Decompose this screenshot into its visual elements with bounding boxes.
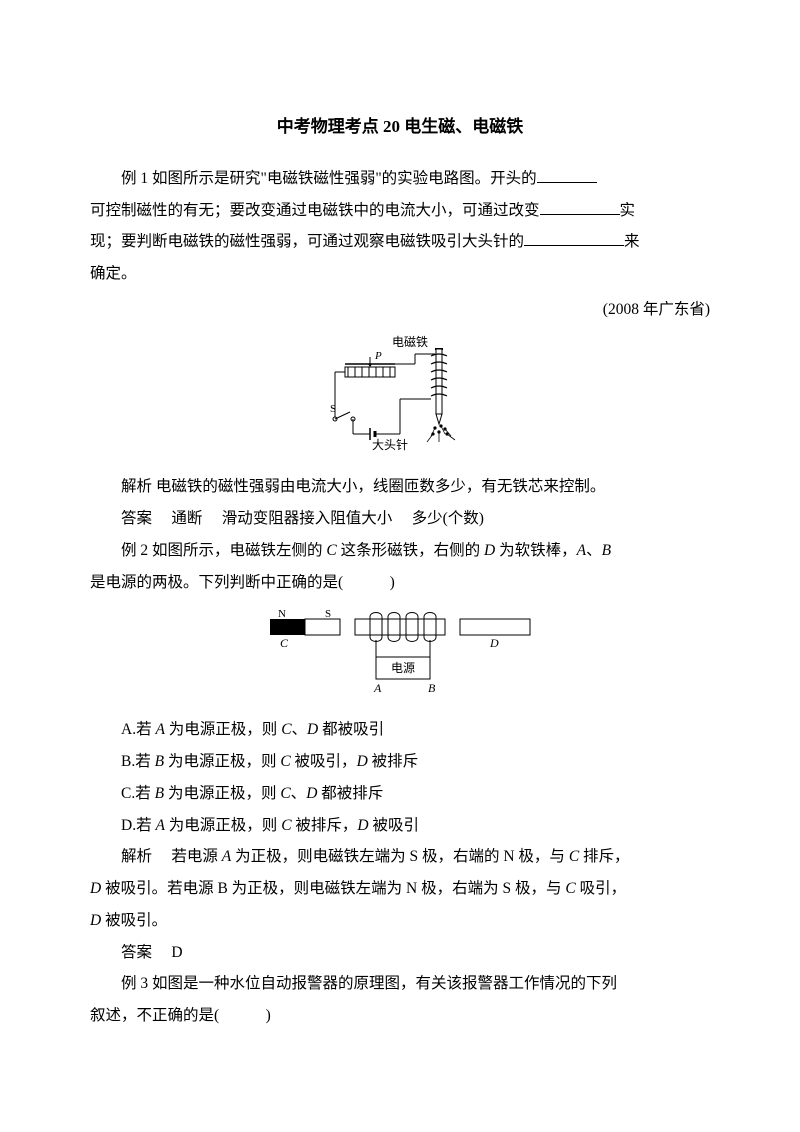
ex1-analysis: 解析 电磁铁的磁性强弱由电流大小，线圈匝数多少，有无铁芯来控制。: [90, 471, 710, 503]
i: C: [280, 785, 290, 802]
i: D: [357, 817, 368, 834]
i: C: [281, 721, 291, 738]
f2-a: A: [373, 681, 382, 695]
t: 为电源正极，则: [164, 785, 280, 802]
ex1-seg2b: 实: [620, 202, 636, 219]
ex1-seg1: 例 1 如图所示是研究"电磁铁磁性强弱"的实验电路图。开头的: [121, 170, 537, 187]
i: D: [357, 753, 368, 770]
t: D.若: [121, 817, 155, 834]
t: 被吸引。若电源 B 为正极，则电磁铁左端为 N 极，右端为 S 极，与: [101, 880, 565, 897]
i: D: [90, 880, 101, 897]
t: 被吸引: [369, 817, 419, 834]
t: 为电源正极，则: [165, 817, 281, 834]
t: 都被吸引: [318, 721, 384, 738]
t: 吸引，: [576, 880, 626, 897]
i: C: [565, 880, 575, 897]
t: 被排斥，: [292, 817, 358, 834]
t: 为电源正极，则: [165, 721, 281, 738]
ex3-line1: 例 3 如图是一种水位自动报警器的原理图，有关该报警器工作情况的下列: [90, 968, 710, 1000]
f2-c: C: [280, 636, 289, 650]
f2-psu: 电源: [391, 661, 415, 675]
i: C: [281, 817, 291, 834]
t: 为正极，则电磁铁左端为 S 极，右端的 N 极，与: [231, 848, 569, 865]
ex2-line1: 例 2 如图所示，电磁铁左侧的 C 这条形磁铁，右侧的 D 为软铁棒，A、B: [90, 535, 710, 567]
t: A.若: [121, 721, 155, 738]
ex1-line2: 可控制磁性的有无；要改变通过电磁铁中的电流大小，可通过改变 实: [90, 195, 710, 227]
t: 排斥，: [579, 848, 629, 865]
i: D: [90, 912, 101, 929]
ex2-analysis-3: D 被吸引。: [90, 905, 710, 937]
t: C.若: [121, 785, 155, 802]
ex1-figure: 电磁铁 P: [90, 334, 710, 466]
page-title: 中考物理考点 20 电生磁、电磁铁: [90, 110, 710, 145]
ex2-analysis-2: D 被吸引。若电源 B 为正极，则电磁铁左端为 N 极，右端为 S 极，与 C …: [90, 873, 710, 905]
t: 为软铁棒，: [495, 542, 576, 559]
f2-n: N: [278, 608, 286, 620]
ex1-seg3a: 现；要判断电磁铁的磁性强弱，可通过观察电磁铁吸引大头针的: [90, 233, 524, 250]
t: 解析 若电源: [121, 848, 222, 865]
i: D: [307, 721, 318, 738]
ex1-line3: 现；要判断电磁铁的磁性强弱，可通过观察电磁铁吸引大头针的 来: [90, 226, 710, 258]
blank-2: [540, 198, 620, 215]
blank-1: [537, 166, 597, 183]
ex1-source: (2008 年广东省): [90, 294, 710, 326]
f2-b: B: [428, 681, 436, 695]
ex2-line2: 是电源的两极。下列判断中正确的是( ): [90, 567, 710, 599]
fig1-label-top: 电磁铁: [392, 334, 428, 349]
blank-3: [524, 230, 624, 247]
ex1-seg2a: 可控制磁性的有无；要改变通过电磁铁中的电流大小，可通过改变: [90, 202, 540, 219]
ex2-figure: N S C D 电源 A B: [90, 607, 710, 709]
ex1-line4: 确定。: [90, 258, 710, 290]
ex3-line2: 叙述，不正确的是( ): [90, 1000, 710, 1032]
i: A: [155, 721, 164, 738]
i: A: [222, 848, 231, 865]
t: 、: [292, 721, 308, 738]
t: 被吸引。: [101, 912, 167, 929]
t: 、: [586, 542, 602, 559]
fig1-label-bottom: 大头针: [372, 437, 408, 452]
i: D: [484, 542, 495, 559]
ex2-analysis-1: 解析 若电源 A 为正极，则电磁铁左端为 S 极，右端的 N 极，与 C 排斥，: [90, 841, 710, 873]
t: 都被排斥: [317, 785, 383, 802]
i: A: [155, 817, 164, 834]
ex2-answer: 答案 D: [90, 937, 710, 969]
i: C: [280, 753, 290, 770]
ex1-line1: 例 1 如图所示是研究"电磁铁磁性强弱"的实验电路图。开头的: [90, 163, 710, 195]
fig1-label-p: P: [374, 350, 382, 362]
t: 被排斥: [368, 753, 418, 770]
i: C: [569, 848, 579, 865]
ex2-opt-d: D.若 A 为电源正极，则 C 被排斥，D 被吸引: [90, 810, 710, 842]
i: C: [326, 542, 336, 559]
i: B: [155, 785, 164, 802]
t: 、: [291, 785, 307, 802]
t: 这条形磁铁，右侧的: [337, 542, 484, 559]
t: 例 2 如图所示，电磁铁左侧的: [121, 542, 326, 559]
ex1-answer: 答案 通断 滑动变阻器接入阻值大小 多少(个数): [90, 503, 710, 535]
fig1-label-s: S: [330, 403, 336, 415]
i: B: [155, 753, 164, 770]
ex1-seg3b: 来: [624, 233, 640, 250]
i: B: [602, 542, 611, 559]
ex2-opt-c: C.若 B 为电源正极，则 C、D 都被排斥: [90, 778, 710, 810]
t: 为电源正极，则: [164, 753, 280, 770]
f2-d: D: [489, 636, 499, 650]
t: B.若: [121, 753, 155, 770]
f2-s: S: [325, 608, 331, 620]
i: D: [306, 785, 317, 802]
ex2-opt-a: A.若 A 为电源正极，则 C、D 都被吸引: [90, 714, 710, 746]
document-page: 中考物理考点 20 电生磁、电磁铁 例 1 如图所示是研究"电磁铁磁性强弱"的实…: [0, 0, 800, 1092]
ex2-opt-b: B.若 B 为电源正极，则 C 被吸引，D 被排斥: [90, 746, 710, 778]
t: 被吸引，: [291, 753, 357, 770]
i: A: [577, 542, 586, 559]
